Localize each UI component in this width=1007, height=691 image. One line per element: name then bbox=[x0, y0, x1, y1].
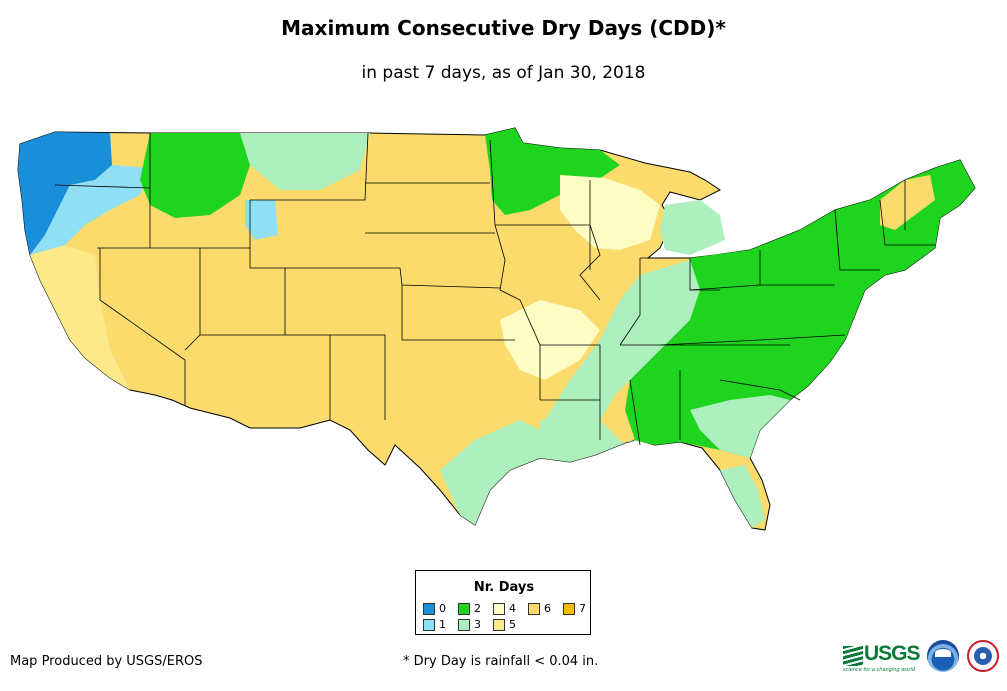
legend-item-5: 5 bbox=[493, 619, 516, 631]
nws-emblem-icon bbox=[974, 647, 992, 665]
legend-swatch-1 bbox=[423, 619, 435, 631]
legend-label-7: 7 bbox=[579, 602, 586, 615]
legend-swatch-5 bbox=[493, 619, 505, 631]
legend-item-2: 2 bbox=[458, 603, 481, 615]
legend-swatch-4 bbox=[493, 603, 505, 615]
usgs-logo-text: USGS bbox=[864, 642, 921, 665]
legend-swatch-2 bbox=[458, 603, 470, 615]
region-southeast-light bbox=[540, 395, 790, 530]
legend-item-6: 6 bbox=[528, 603, 551, 615]
region-ozark-light bbox=[500, 300, 600, 380]
legend-item-3: 3 bbox=[458, 619, 481, 631]
dry-day-note: * Dry Day is rainfall < 0.04 in. bbox=[403, 654, 599, 669]
region-fl-green bbox=[720, 465, 765, 528]
legend-label-4: 4 bbox=[509, 602, 516, 615]
region-mn-green bbox=[485, 128, 620, 215]
region-ne-light bbox=[880, 175, 935, 230]
map-subtitle: in past 7 days, as of Jan 30, 2018 bbox=[361, 63, 646, 83]
state-borders bbox=[54, 132, 935, 446]
region-wy-green bbox=[245, 200, 278, 240]
map-title: Maximum Consecutive Dry Days (CDD)* bbox=[281, 16, 726, 40]
noaa-logo bbox=[927, 640, 959, 672]
region-texas-coast-light bbox=[440, 420, 540, 525]
legend-item-0: 0 bbox=[423, 603, 446, 615]
region-ca-light bbox=[30, 245, 130, 390]
legend-label-2: 2 bbox=[474, 602, 481, 615]
legend-swatch-0 bbox=[423, 603, 435, 615]
legend-label-0: 0 bbox=[439, 602, 446, 615]
region-mt-lightgreen bbox=[240, 133, 370, 190]
legend-item-1: 1 bbox=[423, 619, 446, 631]
region-mi-light bbox=[560, 175, 660, 250]
legend-item-4: 4 bbox=[493, 603, 516, 615]
legend-label-6: 6 bbox=[544, 602, 551, 615]
region-east-green bbox=[625, 160, 975, 458]
region-nw-zero bbox=[18, 132, 112, 255]
legend-label-5: 5 bbox=[509, 618, 516, 631]
legend-item-7: 7 bbox=[563, 603, 586, 615]
legend-swatch-3 bbox=[458, 619, 470, 631]
legend-swatch-6 bbox=[528, 603, 540, 615]
nws-logo bbox=[967, 640, 999, 672]
region-idaho-montana bbox=[140, 133, 250, 218]
credit-text: Map Produced by USGS/EROS bbox=[10, 654, 203, 669]
usgs-logo: USGS science for a changing world bbox=[843, 642, 921, 673]
legend-label-3: 3 bbox=[474, 618, 481, 631]
region-midatlantic-light bbox=[545, 260, 700, 440]
legend: Nr. Days 0 1 2 3 4 5 6 7 bbox=[415, 570, 591, 635]
legend-label-1: 1 bbox=[439, 618, 446, 631]
agency-logos: USGS science for a changing world bbox=[843, 638, 1007, 678]
noaa-bird-icon bbox=[935, 649, 951, 657]
usgs-wave-icon bbox=[843, 646, 863, 666]
usgs-logo-tagline: science for a changing world bbox=[843, 667, 915, 673]
region-mi-green bbox=[660, 200, 725, 255]
region-nw-one bbox=[30, 165, 150, 255]
legend-title: Nr. Days bbox=[473, 580, 535, 595]
legend-swatch-7 bbox=[563, 603, 575, 615]
